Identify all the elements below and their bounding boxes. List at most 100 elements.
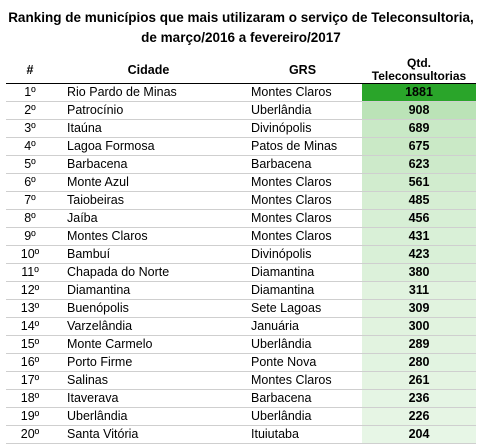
- grs-cell: Patos de Minas: [243, 137, 362, 156]
- qtd-value: 1881: [405, 85, 433, 99]
- city-cell: Diamantina: [54, 281, 243, 300]
- grs-cell: Montes Claros: [243, 209, 362, 228]
- rank-cell: 12º: [6, 281, 54, 300]
- rank-cell: 20º: [6, 425, 54, 444]
- table-row: 8º Jaíba Montes Claros 456: [6, 209, 476, 228]
- qtd-cell: 423: [362, 245, 476, 264]
- city-cell: Barbacena: [54, 155, 243, 174]
- grs-cell: Uberlândia: [243, 335, 362, 354]
- header-row: # Cidade GRS Qtd. Teleconsultorias: [6, 57, 476, 84]
- table-row: 16º Porto Firme Ponte Nova 280: [6, 353, 476, 372]
- grs-cell: Ituiutaba: [243, 425, 362, 444]
- header-qtd: Qtd. Teleconsultorias: [362, 57, 476, 84]
- qtd-cell: 236: [362, 389, 476, 408]
- qtd-value: 431: [408, 229, 430, 243]
- city-cell: Lagoa Formosa: [54, 137, 243, 156]
- grs-cell: Diamantina: [243, 281, 362, 300]
- grs-cell: Sete Lagoas: [243, 299, 362, 318]
- heat-fill: [362, 156, 476, 173]
- ranking-table: # Cidade GRS Qtd. Teleconsultorias 1º Rio…: [6, 57, 476, 444]
- city-cell: Itaverava: [54, 389, 243, 408]
- qtd-cell: 204: [362, 425, 476, 444]
- grs-cell: Divinópolis: [243, 119, 362, 138]
- table-row: 7º Taiobeiras Montes Claros 485: [6, 191, 476, 210]
- city-cell: Chapada do Norte: [54, 263, 243, 282]
- rank-cell: 2º: [6, 101, 54, 120]
- report-title: Ranking de municípios que mais utilizara…: [0, 0, 482, 48]
- grs-cell: Ponte Nova: [243, 353, 362, 372]
- rank-cell: 10º: [6, 245, 54, 264]
- rank-cell: 14º: [6, 317, 54, 336]
- title-line-1: Ranking de municípios que mais utilizara…: [8, 10, 474, 25]
- qtd-cell: 289: [362, 335, 476, 354]
- qtd-cell: 261: [362, 371, 476, 390]
- rank-cell: 8º: [6, 209, 54, 228]
- city-cell: Patrocínio: [54, 101, 243, 120]
- city-cell: Taiobeiras: [54, 191, 243, 210]
- qtd-value: 675: [408, 139, 430, 153]
- grs-cell: Montes Claros: [243, 173, 362, 192]
- heat-fill: [362, 336, 476, 353]
- table-row: 17º Salinas Montes Claros 261: [6, 371, 476, 390]
- heat-fill: [362, 210, 476, 227]
- city-cell: Montes Claros: [54, 227, 243, 246]
- heat-fill: [362, 228, 476, 245]
- heat-fill: [362, 192, 476, 209]
- qtd-cell: 623: [362, 155, 476, 174]
- qtd-cell: 689: [362, 119, 476, 138]
- table-row: 2º Patrocínio Uberlândia 908: [6, 101, 476, 120]
- header-city: Cidade: [54, 57, 243, 84]
- grs-cell: Januária: [243, 317, 362, 336]
- heat-fill: [362, 318, 476, 335]
- title-line-2: de março/2016 a fevereiro/2017: [141, 30, 341, 45]
- heat-fill: [362, 390, 476, 407]
- rank-cell: 13º: [6, 299, 54, 318]
- city-cell: Santa Vitória: [54, 425, 243, 444]
- grs-cell: Montes Claros: [243, 371, 362, 390]
- city-cell: Bambuí: [54, 245, 243, 264]
- qtd-cell: 1881: [362, 83, 476, 102]
- table-row: 4º Lagoa Formosa Patos de Minas 675: [6, 137, 476, 156]
- rank-cell: 17º: [6, 371, 54, 390]
- heat-fill: [362, 246, 476, 263]
- table-body: 1º Rio Pardo de Minas Montes Claros 1881 2º P…: [6, 83, 476, 444]
- rank-cell: 3º: [6, 119, 54, 138]
- table-row: 9º Montes Claros Montes Claros 431: [6, 227, 476, 246]
- qtd-value: 423: [408, 247, 430, 261]
- grs-cell: Uberlândia: [243, 101, 362, 120]
- city-cell: Uberlândia: [54, 407, 243, 426]
- heat-fill: [362, 300, 476, 317]
- qtd-cell: 226: [362, 407, 476, 426]
- qtd-cell: 309: [362, 299, 476, 318]
- qtd-cell: 456: [362, 209, 476, 228]
- table-row: 5º Barbacena Barbacena 623: [6, 155, 476, 174]
- heat-fill: [362, 84, 476, 101]
- rank-cell: 18º: [6, 389, 54, 408]
- rank-cell: 6º: [6, 173, 54, 192]
- table-row: 14º Varzelândia Januária 300: [6, 317, 476, 336]
- city-cell: Jaíba: [54, 209, 243, 228]
- city-cell: Varzelândia: [54, 317, 243, 336]
- header-grs: GRS: [243, 57, 362, 84]
- qtd-cell: 431: [362, 227, 476, 246]
- rank-cell: 4º: [6, 137, 54, 156]
- city-cell: Monte Azul: [54, 173, 243, 192]
- qtd-value: 289: [408, 337, 430, 351]
- qtd-value: 623: [408, 157, 430, 171]
- rank-cell: 5º: [6, 155, 54, 174]
- rank-cell: 7º: [6, 191, 54, 210]
- qtd-value: 485: [408, 193, 430, 207]
- qtd-value: 456: [408, 211, 430, 225]
- city-cell: Rio Pardo de Minas: [54, 83, 243, 102]
- qtd-cell: 380: [362, 263, 476, 282]
- qtd-value: 561: [408, 175, 430, 189]
- table-row: 19º Uberlândia Uberlândia 226: [6, 407, 476, 426]
- heat-fill: [362, 138, 476, 155]
- qtd-value: 204: [408, 427, 430, 441]
- qtd-value: 300: [408, 319, 430, 333]
- qtd-cell: 300: [362, 317, 476, 336]
- heat-fill: [362, 120, 476, 137]
- city-cell: Porto Firme: [54, 353, 243, 372]
- rank-cell: 11º: [6, 263, 54, 282]
- table-row: 15º Monte Carmelo Uberlândia 289: [6, 335, 476, 354]
